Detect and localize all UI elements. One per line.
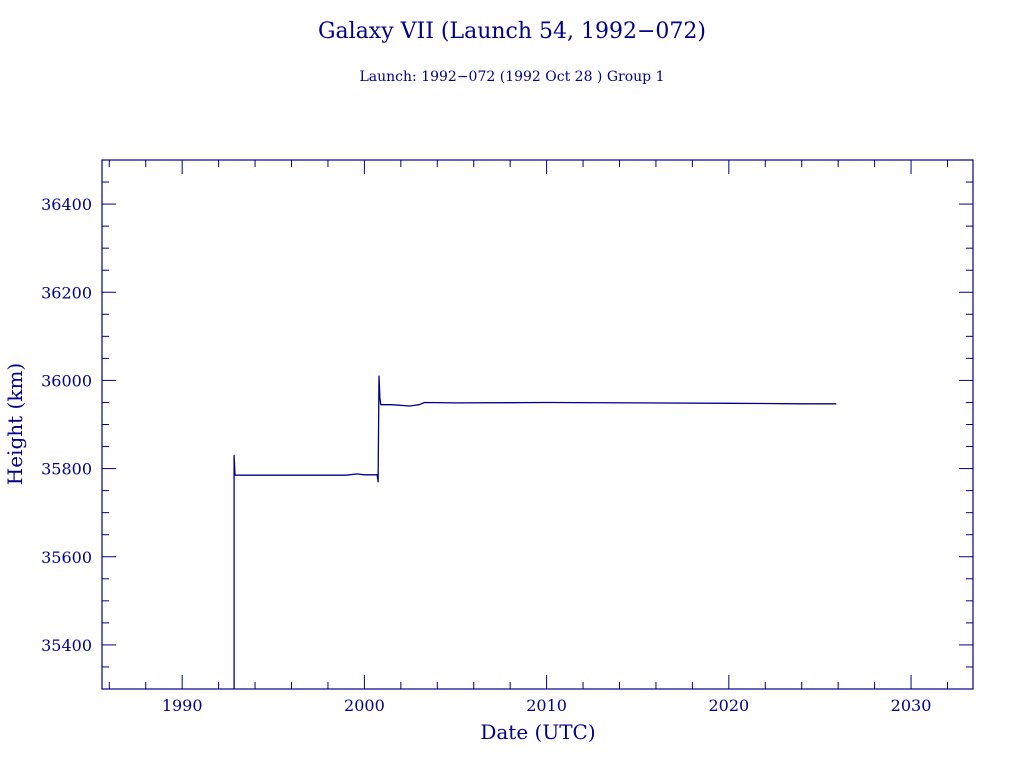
y-tick-label: 35800 (41, 460, 92, 479)
x-tick-labels: 1990 2000 2010 2020 2030 (162, 696, 932, 715)
x-axis-label: Date (UTC) (480, 720, 595, 744)
chart-subtitle: Launch: 1992−072 (1992 Oct 28 ) Group 1 (360, 69, 665, 85)
x-tick-label: 2030 (891, 696, 932, 715)
y-tick-labels: 35400 35600 35800 36000 36200 36400 (41, 195, 92, 655)
y-axis-label: Height (km) (3, 363, 27, 485)
y-tick-label: 36400 (41, 195, 92, 214)
y-tick-label: 36000 (41, 371, 92, 390)
plot-frame (101, 159, 974, 690)
chart-title: Galaxy VII (Launch 54, 1992−072) (318, 19, 706, 44)
y-tick-label: 36200 (41, 283, 92, 302)
y-tick-label: 35400 (41, 636, 92, 655)
series-line (233, 375, 837, 689)
x-tick-label: 1990 (162, 696, 203, 715)
x-tick-label: 2000 (344, 696, 385, 715)
x-tick-label: 2020 (708, 696, 749, 715)
x-tick-label: 2010 (526, 696, 567, 715)
y-tick-label: 35600 (41, 548, 92, 567)
axis-ticks (102, 159, 973, 690)
